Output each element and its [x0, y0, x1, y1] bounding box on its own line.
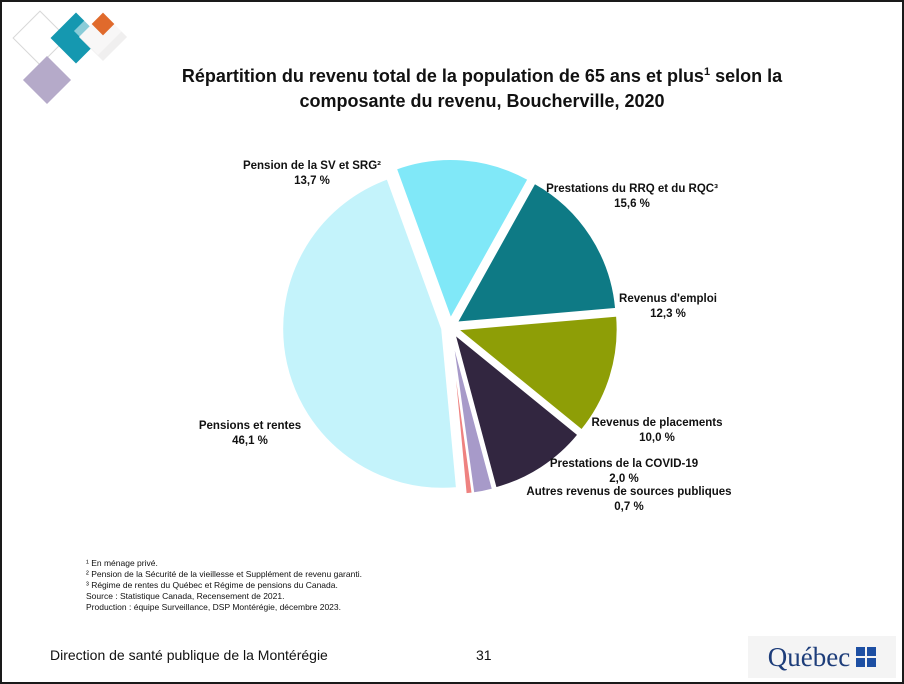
- slice-name-label: Prestations de la COVID-19: [550, 458, 698, 470]
- slice-name-label: Pensions et rentes: [199, 420, 301, 432]
- slice-value-label: 15,6 %: [614, 198, 650, 210]
- slice-name-label: Revenus d'emploi: [619, 293, 717, 305]
- slice-name-label: Pension de la SV et SRG²: [243, 160, 381, 172]
- slice-value-label: 10,0 %: [639, 432, 675, 444]
- footer-organization: Direction de santé publique de la Montér…: [50, 647, 328, 663]
- title-superscript: 1: [703, 66, 711, 78]
- footnote: ³ Régime de rentes du Québec et Régime d…: [86, 580, 338, 590]
- fleur-de-lis-flag-icon: [856, 647, 877, 667]
- pie-chart: Pension de la SV et SRG² 13,7 % Prestation…: [199, 158, 732, 513]
- slice-name-label: Autres revenus de sources publiques: [526, 486, 731, 498]
- footnote: ² Pension de la Sécurité de la vieilless…: [86, 569, 362, 579]
- slice-value-label: 46,1 %: [232, 435, 268, 447]
- chart-title: Répartition du revenu total de la popula…: [142, 60, 822, 114]
- slice-value-label: 13,7 %: [294, 175, 330, 187]
- slice-name-label: Revenus de placements: [591, 417, 722, 429]
- slice-value-label: 2,0 %: [609, 473, 638, 485]
- pie-slice: [455, 314, 619, 432]
- footnote: Production : équipe Surveillance, DSP Mo…: [86, 602, 341, 612]
- pie-slice: [281, 177, 459, 490]
- slice-name-label: Prestations du RRQ et du RQC³: [546, 183, 718, 195]
- quebec-logo: Québec: [748, 636, 896, 678]
- pie-slice: [454, 181, 618, 324]
- logo-wordmark: Québec: [767, 641, 851, 672]
- footnote: ¹ En ménage privé.: [86, 558, 158, 568]
- slice-value-label: 0,7 %: [614, 501, 643, 513]
- pie-slice: [452, 330, 580, 490]
- footnotes: ¹ En ménage privé. ² Pension de la Sécur…: [86, 558, 362, 613]
- title-rest: selon la composante du revenu, Bouchervi…: [299, 66, 783, 111]
- pie-slice: [449, 334, 474, 496]
- slice-value-label: 12,3 %: [650, 308, 686, 320]
- title-main: Répartition du revenu total de la popula…: [181, 66, 704, 86]
- pie-slice: [394, 158, 530, 322]
- decorative-diamonds-logo: [12, 6, 128, 105]
- footnote: Source : Statistique Canada, Recensement…: [86, 591, 285, 601]
- page-number: 31: [476, 647, 492, 663]
